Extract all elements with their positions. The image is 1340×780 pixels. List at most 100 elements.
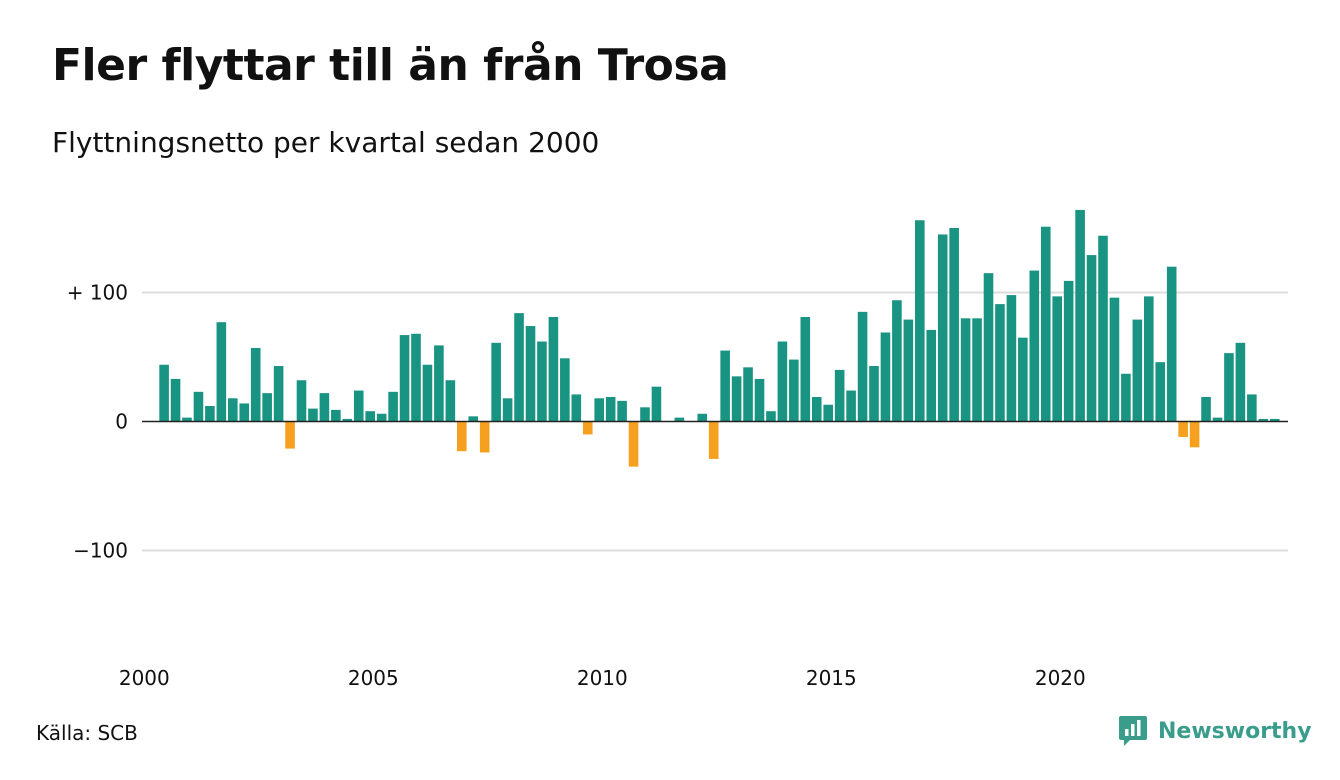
bar (1235, 342, 1246, 422)
bar (1132, 319, 1143, 422)
bar (1040, 226, 1051, 422)
bar (834, 369, 845, 422)
bar (445, 380, 456, 422)
axes: + 100 0 −100 2000 2005 2010 2015 2020 (67, 281, 1288, 690)
bar (754, 378, 765, 422)
bar (159, 364, 169, 422)
bar (353, 390, 364, 422)
bar (262, 393, 272, 422)
bar (800, 317, 811, 422)
bar (514, 313, 524, 422)
bar (1121, 373, 1131, 422)
bar (1247, 394, 1257, 422)
bar (388, 391, 398, 422)
bar (216, 322, 227, 422)
x-tick-label: 2000 (119, 666, 170, 690)
bar (960, 318, 971, 422)
bar (205, 406, 215, 422)
bar (170, 378, 181, 422)
bar (628, 421, 639, 467)
bar (594, 398, 604, 422)
bar (857, 311, 868, 422)
bar (285, 421, 295, 449)
bar (1201, 396, 1211, 422)
bar (697, 413, 708, 422)
y-tick-label: 0 (115, 410, 128, 434)
bar (915, 220, 925, 422)
bar (983, 273, 994, 422)
bar (1006, 295, 1017, 422)
bar (560, 358, 570, 422)
bar (892, 300, 902, 422)
y-tick-label: −100 (73, 539, 128, 563)
bar (869, 366, 879, 422)
bar (1144, 296, 1154, 422)
bar (1063, 280, 1074, 422)
chart-subtitle: Flyttningsnetto per kvartal sedan 2000 (52, 126, 600, 159)
bar (250, 347, 261, 422)
bar (1018, 337, 1028, 422)
bar (674, 417, 685, 422)
source-note: Källa: SCB (36, 721, 138, 745)
bar (1155, 362, 1166, 422)
bar (972, 318, 982, 422)
chart-title: Fler flyttar till än från Trosa (52, 40, 729, 91)
bar (182, 417, 192, 422)
bar (708, 421, 719, 459)
bar (743, 367, 753, 422)
bar (949, 228, 959, 422)
bar (937, 234, 948, 422)
bar (731, 376, 742, 422)
bar (605, 396, 616, 422)
bar (1224, 353, 1234, 422)
bar (1052, 296, 1062, 422)
bar (502, 398, 513, 422)
gridlines (142, 291, 1288, 552)
bar (777, 341, 788, 422)
bar (1166, 266, 1177, 422)
bar (1075, 209, 1085, 422)
bar (880, 332, 891, 422)
bar (823, 404, 833, 422)
bar (903, 319, 914, 422)
bar (720, 350, 730, 422)
bar (296, 380, 307, 422)
bar (582, 421, 593, 435)
bar (1258, 418, 1269, 422)
bar (491, 342, 501, 422)
bar (457, 421, 467, 452)
bar (1189, 421, 1200, 448)
bar (651, 386, 662, 422)
bar (1029, 270, 1040, 422)
x-tick-label: 2010 (577, 666, 628, 690)
bar (1098, 235, 1108, 422)
bar (399, 335, 410, 422)
bar (571, 394, 582, 422)
x-tick-label: 2020 (1035, 666, 1086, 690)
bar (342, 418, 353, 422)
bar (926, 329, 937, 422)
brand-logo[interactable]: Newsworthy (1118, 714, 1312, 748)
bar (331, 409, 341, 422)
bar (376, 413, 387, 422)
bar (1178, 421, 1188, 437)
bar (537, 341, 547, 422)
bar (766, 411, 776, 422)
bar (308, 408, 318, 422)
bars (159, 209, 1280, 467)
bar (193, 391, 204, 422)
bar (434, 345, 444, 422)
bar (525, 326, 536, 422)
bar (319, 393, 330, 422)
bar (995, 304, 1005, 422)
y-tick-label: + 100 (67, 281, 128, 305)
bar (468, 416, 479, 422)
bar (239, 403, 250, 422)
bar (1269, 418, 1280, 422)
bar (228, 398, 238, 422)
bar (273, 366, 284, 422)
bar (1086, 255, 1097, 422)
x-tick-label: 2015 (806, 666, 857, 690)
bar (411, 333, 421, 422)
brand-name: Newsworthy (1158, 718, 1312, 744)
